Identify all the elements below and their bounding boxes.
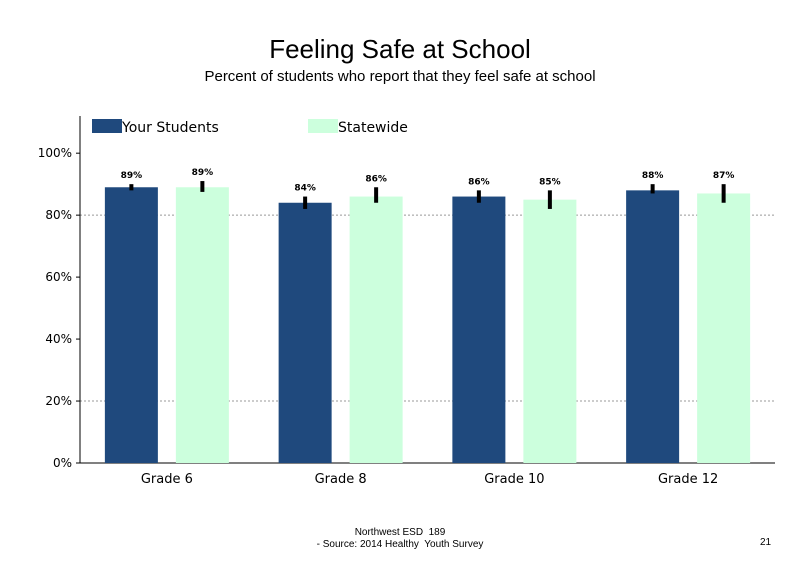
legend-swatch (92, 119, 122, 133)
legend-label: Statewide (338, 120, 408, 136)
bar (626, 190, 680, 463)
data-label: 84% (294, 184, 316, 194)
y-tick-label: 0% (53, 456, 72, 470)
data-label: 88% (642, 171, 664, 181)
footer: Northwest ESD 189 - Source: 2014 Healthy… (0, 527, 800, 551)
bar (278, 202, 332, 463)
data-label: 87% (713, 171, 735, 181)
page-number: 21 (760, 537, 772, 548)
chart-subtitle: Percent of students who report that they… (204, 68, 596, 85)
x-tick-label: Grade 8 (315, 472, 367, 487)
data-label: 89% (121, 171, 143, 181)
x-tick-label: Grade 12 (658, 472, 718, 487)
y-tick-label: 40% (45, 332, 72, 346)
legend-label: Your Students (121, 120, 219, 136)
footer-source: - Source: 2014 Healthy Youth Survey (316, 539, 484, 550)
bar (104, 187, 158, 464)
data-label: 89% (192, 168, 214, 178)
data-label: 86% (365, 174, 387, 184)
bar (175, 187, 229, 464)
y-tick-label: 20% (45, 394, 72, 408)
data-label: 86% (468, 177, 490, 187)
y-tick-label: 80% (45, 208, 72, 222)
bar (697, 193, 751, 463)
data-label: 85% (539, 177, 561, 187)
bar (452, 196, 506, 463)
y-tick-label: 60% (45, 270, 72, 284)
legend-swatch (308, 119, 338, 133)
footer-organization: Northwest ESD 189 (354, 527, 446, 538)
chart-title: Feeling Safe at School (269, 34, 531, 64)
bar (523, 199, 577, 463)
bar-chart: 0% 20% 40% 60% 80% 100% 89% 89% Grade 6 84% 86% Gra… (38, 116, 775, 487)
bar (349, 196, 403, 463)
x-tick-label: Grade 10 (484, 472, 544, 487)
x-tick-label: Grade 6 (141, 472, 193, 487)
y-tick-label: 100% (38, 146, 72, 160)
